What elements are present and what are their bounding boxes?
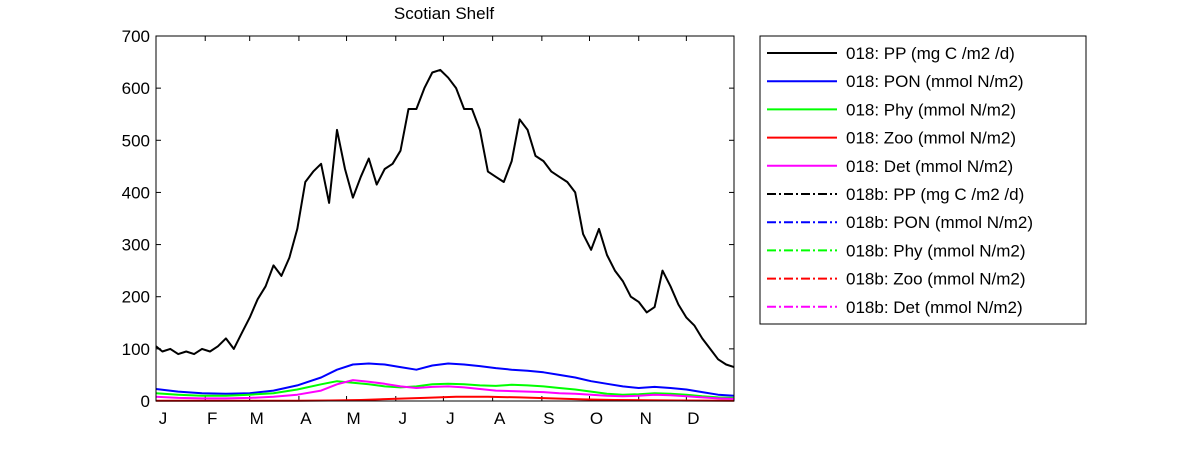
x-tick-label: J bbox=[446, 409, 455, 428]
legend-label-9: 018b: Det (mmol N/m2) bbox=[846, 298, 1023, 317]
legend-label-6: 018b: PON (mmol N/m2) bbox=[846, 213, 1033, 232]
legend-box bbox=[759, 35, 1087, 325]
legend-label-5: 018b: PP (mg C /m2 /d) bbox=[846, 185, 1024, 204]
legend-label-4: 018: Det (mmol N/m2) bbox=[846, 157, 1013, 176]
x-tick-label: M bbox=[250, 409, 264, 428]
x-tick-label: A bbox=[300, 409, 312, 428]
x-tick-label: O bbox=[590, 409, 603, 428]
legend-label-0: 018: PP (mg C /m2 /d) bbox=[846, 44, 1015, 63]
legend-label-8: 018b: Zoo (mmol N/m2) bbox=[846, 270, 1026, 289]
legend-label-2: 018: Phy (mmol N/m2) bbox=[846, 100, 1016, 119]
y-tick-label: 500 bbox=[122, 131, 150, 150]
x-tick-label: A bbox=[494, 409, 506, 428]
y-tick-label: 700 bbox=[122, 27, 150, 46]
y-tick-label: 600 bbox=[122, 79, 150, 98]
series-line-1 bbox=[155, 362, 735, 397]
plot-frame bbox=[155, 35, 735, 402]
y-axis: 0 100 200 300 400 500 600 700 bbox=[122, 27, 734, 411]
y-tick-label: 100 bbox=[122, 340, 150, 359]
x-tick-label: S bbox=[543, 409, 554, 428]
y-tick-label: 200 bbox=[122, 288, 150, 307]
x-tick-label: F bbox=[207, 409, 217, 428]
x-tick-label: M bbox=[346, 409, 360, 428]
y-tick-label: 0 bbox=[141, 392, 150, 411]
legend: 018: PP (mg C /m2 /d) 018: PON (mmol N/m2… bbox=[759, 35, 1087, 325]
x-tick-label: J bbox=[159, 409, 168, 428]
y-tick-label: 300 bbox=[122, 236, 150, 255]
series-line-4 bbox=[155, 379, 735, 400]
legend-label-7: 018b: Phy (mmol N/m2) bbox=[846, 241, 1026, 260]
series-line-2 bbox=[155, 380, 735, 399]
y-tick-label: 400 bbox=[122, 183, 150, 202]
x-tick-label: J bbox=[399, 409, 408, 428]
legend-label-1: 018: PON (mmol N/m2) bbox=[846, 72, 1024, 91]
x-tick-label: N bbox=[640, 409, 652, 428]
legend-label-3: 018: Zoo (mmol N/m2) bbox=[846, 129, 1016, 148]
x-tick-label: D bbox=[687, 409, 699, 428]
series-line-0 bbox=[155, 68, 735, 369]
chart-title: Scotian Shelf bbox=[394, 4, 494, 23]
plot-series bbox=[155, 68, 735, 402]
